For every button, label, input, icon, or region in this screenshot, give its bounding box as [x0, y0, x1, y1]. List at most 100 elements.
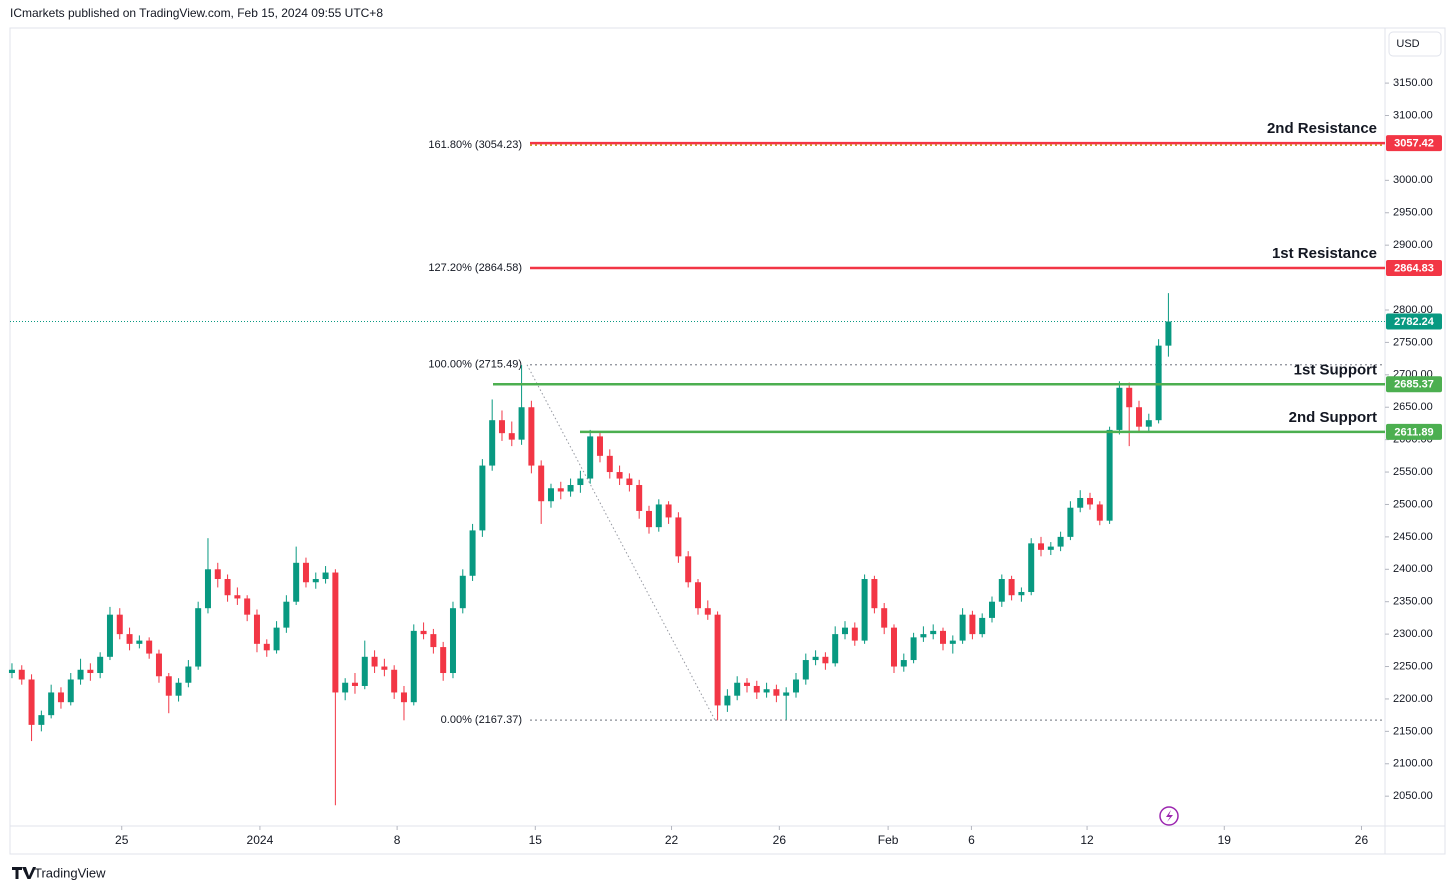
y-tick-label: 2350.00: [1393, 596, 1433, 608]
candle-body: [87, 669, 94, 674]
candle-body: [881, 608, 888, 628]
candle-body: [734, 682, 741, 696]
candle-body: [273, 627, 280, 651]
candle-body: [410, 630, 417, 703]
fib-label: 161.80% (3054.23): [428, 139, 522, 151]
candle-body: [528, 407, 535, 466]
candle-body: [636, 485, 643, 511]
level-axis-label: 2611.89: [1394, 426, 1433, 438]
candle-body: [1116, 387, 1123, 430]
events-icon[interactable]: [1159, 806, 1179, 826]
candle-body: [910, 637, 917, 661]
x-tick-label: 6: [968, 833, 975, 847]
candle-body: [244, 598, 251, 615]
candle-body: [508, 433, 515, 440]
fib-label: 0.00% (2167.37): [441, 714, 522, 726]
brand: TradingView: [34, 865, 106, 880]
candle-body: [302, 562, 309, 583]
candle-body: [518, 407, 525, 440]
candle-body: [743, 682, 750, 686]
candle-body: [841, 627, 848, 635]
candle-body: [283, 601, 290, 628]
price-axis-box: [1386, 313, 1442, 330]
y-tick-label: 3000.00: [1393, 174, 1433, 186]
level-axis-box: [1386, 135, 1442, 152]
candle-body: [204, 569, 211, 609]
candle-body: [489, 420, 496, 466]
currency-button[interactable]: [1388, 31, 1442, 57]
y-tick-label: 2400.00: [1393, 563, 1433, 575]
candle-body: [900, 660, 907, 667]
candle-body: [1155, 345, 1162, 421]
x-tick-label: 19: [1218, 833, 1232, 847]
level-axis-label: 2685.37: [1394, 379, 1434, 391]
candle-body: [783, 692, 790, 696]
candle-body: [773, 689, 780, 696]
candle-body: [940, 630, 947, 644]
candle-body: [989, 601, 996, 618]
candle-body: [224, 579, 231, 596]
candle-body: [400, 692, 407, 703]
candle-body: [626, 478, 633, 486]
level-name: 1st Resistance: [1272, 245, 1377, 262]
y-tick-label: 2500.00: [1393, 498, 1433, 510]
candle-body: [704, 608, 711, 615]
candle-body: [822, 656, 829, 664]
candle-body: [361, 656, 368, 686]
candle-body: [655, 504, 662, 528]
y-tick-label: 2450.00: [1393, 531, 1433, 543]
candle-body: [1018, 591, 1025, 596]
candle-body: [1057, 536, 1064, 547]
x-tick-label: 26: [1355, 833, 1369, 847]
candle-body: [763, 689, 770, 693]
candle-body: [920, 634, 927, 638]
candle-body: [802, 660, 809, 680]
y-tick-label: 2200.00: [1393, 693, 1433, 705]
candle-body: [136, 640, 143, 644]
candle-body: [930, 630, 937, 635]
y-tick-label: 2750.00: [1393, 336, 1433, 348]
candle-body: [185, 666, 192, 683]
candle-body: [332, 572, 339, 693]
candle-body: [1067, 507, 1074, 537]
candle-body: [391, 669, 398, 693]
fib-label: 127.20% (2864.58): [428, 262, 522, 274]
candle-body: [263, 643, 270, 651]
candle-body: [67, 679, 74, 703]
candle-body: [48, 692, 55, 716]
fib-trend: [526, 364, 716, 721]
candle-body: [538, 465, 545, 502]
level-axis-box: [1386, 376, 1442, 393]
x-tick-label: 22: [665, 833, 679, 847]
candle-body: [195, 608, 202, 667]
x-tick-label: 15: [529, 833, 543, 847]
candle-body: [214, 569, 221, 580]
x-tick-label: 26: [773, 833, 787, 847]
candle-body: [969, 614, 976, 635]
candle-body: [1136, 407, 1143, 427]
tv-logo: [12, 867, 36, 879]
candle-body: [577, 478, 584, 486]
y-tick-label: 2250.00: [1393, 660, 1433, 672]
candle-body: [381, 666, 388, 670]
candle-body: [371, 656, 378, 667]
candle-body: [949, 640, 956, 644]
candle-body: [979, 617, 986, 635]
candle-body: [342, 682, 349, 693]
candle-body: [253, 614, 260, 644]
candle-body: [234, 595, 241, 599]
candle-body: [1008, 579, 1015, 596]
level-name: 2nd Resistance: [1267, 120, 1377, 137]
level-axis-box: [1386, 423, 1442, 440]
price-axis-label: 2782.24: [1394, 316, 1435, 328]
candle-body: [1145, 420, 1152, 427]
publisher: ICmarkets published on TradingView.com, …: [10, 6, 383, 20]
candle-body: [498, 420, 505, 434]
level-axis-box: [1386, 259, 1442, 276]
candle-body: [322, 572, 329, 580]
candle-body: [714, 614, 721, 706]
candle-body: [479, 465, 486, 531]
y-tick-label: 2300.00: [1393, 628, 1433, 640]
y-tick-label: 2100.00: [1393, 758, 1433, 770]
